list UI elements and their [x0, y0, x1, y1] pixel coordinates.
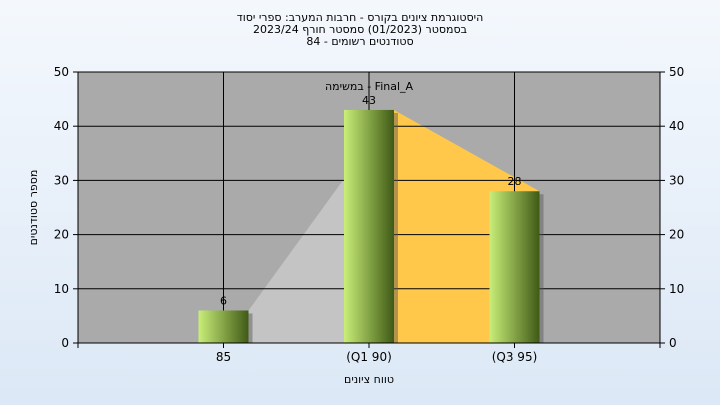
data-label-1: 43: [362, 94, 376, 107]
y-tick-label-left-2: 20: [54, 228, 69, 242]
bar-0: [198, 310, 249, 343]
x-tick-label-1: (Q1 90): [346, 350, 392, 364]
y-axis-title: מספר סטודנטים: [27, 170, 40, 246]
bar-1: [344, 109, 394, 343]
y-tick-label-left-5: 50: [54, 65, 69, 79]
y-tick-label-right-4: 40: [669, 119, 684, 133]
y-tick-label-right-0: 0: [669, 336, 677, 350]
y-tick-label-left-3: 30: [54, 173, 69, 187]
bar-2: [489, 191, 540, 343]
y-tick-label-right-2: 20: [669, 228, 684, 242]
chart-subtitle: במשימה - Final_A: [325, 80, 414, 93]
chart-title-line-3: סטודנטים רשומים - 84: [306, 35, 414, 48]
chart-title-line-2: בסמסטר (01/2023) סמסטר חורף 2023/24: [253, 23, 467, 36]
y-tick-label-left-0: 0: [61, 336, 69, 350]
y-tick-label-right-5: 50: [669, 65, 684, 79]
data-label-0: 6: [220, 294, 227, 307]
y-tick-label-left-4: 40: [54, 119, 69, 133]
data-label-2: 28: [508, 175, 522, 188]
x-tick-label-0: 85: [216, 350, 231, 364]
chart-title-line-1: היסטוגרמת ציונים בקורס - חרבות המערב: ספ…: [236, 11, 484, 24]
x-axis-title: טווח ציונים: [344, 373, 394, 386]
y-tick-label-left-1: 10: [54, 282, 69, 296]
x-tick-label-2: (Q3 95): [492, 350, 538, 364]
y-tick-label-right-3: 30: [669, 173, 684, 187]
y-tick-label-right-1: 10: [669, 282, 684, 296]
